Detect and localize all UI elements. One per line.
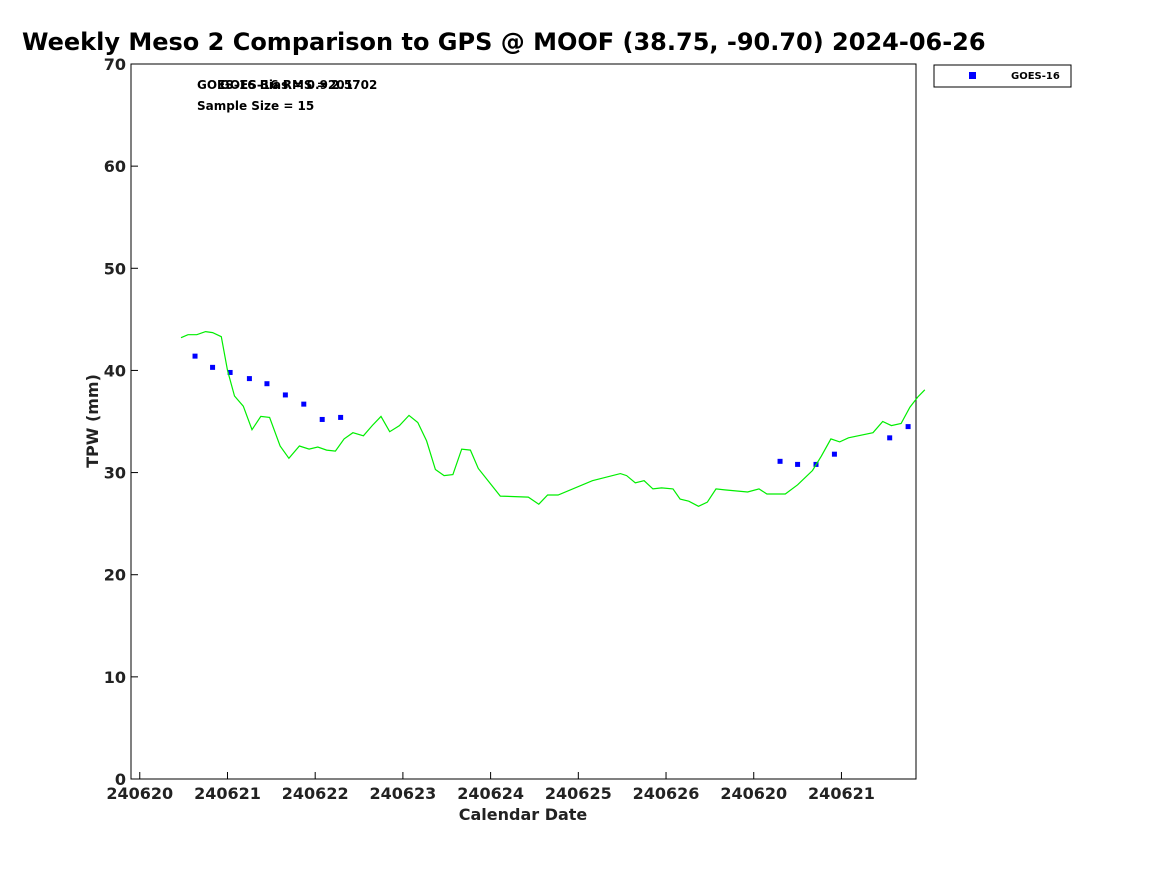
goes16-point [319, 416, 325, 422]
x-tick-label: 240620 [106, 784, 173, 803]
y-tick-label: 40 [104, 361, 126, 380]
legend-marker [969, 72, 976, 79]
x-tick-label: 240623 [370, 784, 437, 803]
y-axis-label: TPW (mm) [83, 374, 102, 468]
legend-box [933, 64, 1072, 88]
x-tick-label: 240625 [545, 784, 612, 803]
y-tick-label: 60 [104, 157, 126, 176]
x-tick-label: 240620 [720, 784, 787, 803]
legend-label-goes16: GOES-16 [1011, 71, 1060, 82]
goes16-point [777, 458, 783, 464]
goes16-point [831, 451, 837, 457]
goes16-point [301, 401, 307, 407]
goes16-point [887, 435, 893, 441]
x-axis-label: Calendar Date [459, 805, 588, 824]
goes16-point [264, 381, 270, 387]
goes16-point [282, 392, 288, 398]
goes16-point [246, 376, 252, 382]
goes16-point [210, 364, 216, 370]
axes-frame [130, 63, 917, 780]
y-tick-label: 0 [115, 770, 126, 789]
x-tick-label: 240622 [282, 784, 349, 803]
goes16-point [338, 414, 344, 420]
axis-ticks: 0 10 20 30 40 50 60 70 240620 240621 240622 240623 2… [104, 55, 875, 803]
gps-tpw-line [180, 330, 926, 507]
sample-size-annotation: Sample Size = 15 [197, 99, 314, 113]
rms-annotation: GOES-16 RMS = 2.5702 [220, 78, 377, 92]
goes16-point [905, 424, 911, 430]
bias-annotation: GOES-16 Bias = 0.9201 [197, 78, 353, 92]
x-tick-label: 240621 [808, 784, 875, 803]
legend: GOES-16 [933, 64, 1072, 88]
y-tick-label: 30 [104, 464, 126, 483]
goes16-point [192, 353, 198, 359]
goes16-point [795, 461, 801, 467]
x-tick-label: 240621 [194, 784, 261, 803]
x-tick-label: 240624 [457, 784, 524, 803]
y-tick-label: 70 [104, 55, 126, 74]
y-tick-label: 20 [104, 566, 126, 585]
series-layer [180, 330, 926, 507]
y-tick-label: 10 [104, 668, 126, 687]
chart-title: Weekly Meso 2 Comparison to GPS @ MOOF (… [22, 28, 986, 56]
y-tick-label: 50 [104, 259, 126, 278]
x-tick-label: 240626 [633, 784, 700, 803]
goes16-point [227, 369, 233, 375]
